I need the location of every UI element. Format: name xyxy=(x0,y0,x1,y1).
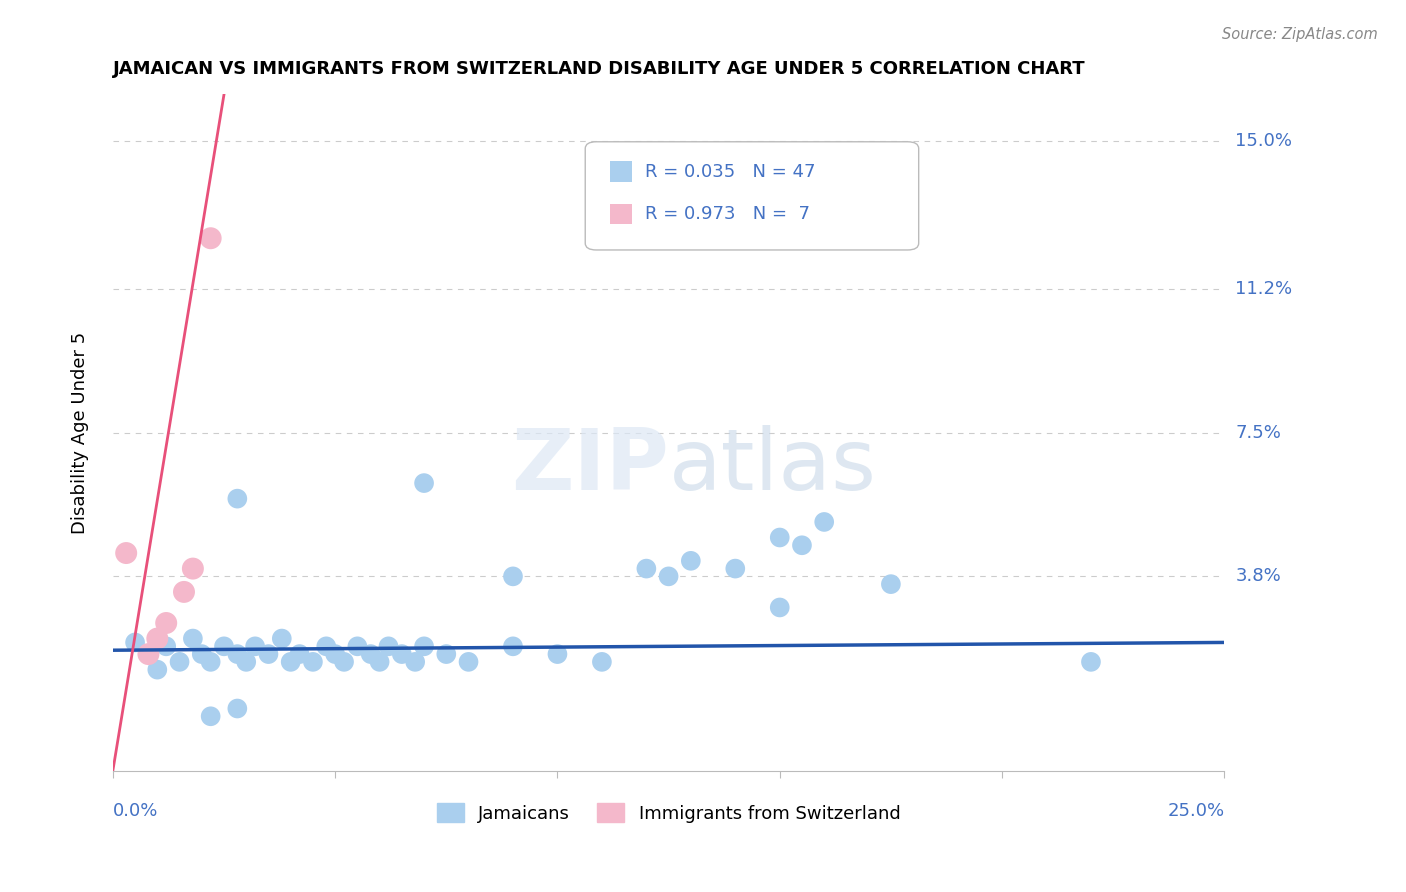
Text: 7.5%: 7.5% xyxy=(1236,424,1281,442)
Point xyxy=(457,655,479,669)
Point xyxy=(769,531,792,545)
Point xyxy=(155,615,177,630)
Point xyxy=(502,569,524,583)
Point xyxy=(280,655,302,669)
Bar xyxy=(610,161,631,182)
Point xyxy=(546,647,568,661)
Point xyxy=(502,640,524,654)
Text: R = 0.035   N = 47: R = 0.035 N = 47 xyxy=(645,162,815,180)
Text: 3.8%: 3.8% xyxy=(1236,567,1281,585)
Bar xyxy=(610,204,631,224)
Text: atlas: atlas xyxy=(669,425,876,508)
Point xyxy=(323,647,346,661)
Text: 25.0%: 25.0% xyxy=(1167,802,1225,820)
Point xyxy=(115,546,138,560)
Point xyxy=(124,635,146,649)
Point xyxy=(1080,655,1102,669)
Point xyxy=(404,655,426,669)
Text: 15.0%: 15.0% xyxy=(1236,132,1292,150)
Point xyxy=(169,655,191,669)
Point xyxy=(413,476,436,491)
Text: JAMAICAN VS IMMIGRANTS FROM SWITZERLAND DISABILITY AGE UNDER 5 CORRELATION CHART: JAMAICAN VS IMMIGRANTS FROM SWITZERLAND … xyxy=(112,60,1085,78)
Point xyxy=(181,561,204,575)
Point xyxy=(155,640,177,654)
Point xyxy=(257,647,280,661)
Point xyxy=(658,569,681,583)
Text: ZIP: ZIP xyxy=(510,425,669,508)
Text: R = 0.973   N =  7: R = 0.973 N = 7 xyxy=(645,205,810,223)
Point xyxy=(200,655,222,669)
Point xyxy=(191,647,214,661)
Point xyxy=(591,655,613,669)
Point xyxy=(226,701,249,715)
Point xyxy=(391,647,413,661)
Point xyxy=(138,647,160,661)
Point xyxy=(880,577,903,591)
Point xyxy=(288,647,311,661)
Point xyxy=(146,632,169,646)
Point xyxy=(270,632,292,646)
Point xyxy=(243,640,266,654)
Point xyxy=(360,647,382,661)
Point xyxy=(813,515,835,529)
Point xyxy=(724,561,747,575)
Point xyxy=(315,640,337,654)
Point xyxy=(138,647,160,661)
Point xyxy=(226,491,249,506)
FancyBboxPatch shape xyxy=(585,142,918,250)
Point xyxy=(434,647,457,661)
Y-axis label: Disability Age Under 5: Disability Age Under 5 xyxy=(72,332,89,533)
Point xyxy=(346,640,368,654)
Point xyxy=(200,709,222,723)
Point xyxy=(377,640,399,654)
Text: 11.2%: 11.2% xyxy=(1236,280,1292,298)
Point xyxy=(679,554,702,568)
Point xyxy=(368,655,391,669)
Point xyxy=(413,640,436,654)
Point xyxy=(226,647,249,661)
Point xyxy=(235,655,257,669)
Point xyxy=(181,632,204,646)
Legend: Jamaicans, Immigrants from Switzerland: Jamaicans, Immigrants from Switzerland xyxy=(437,803,900,822)
Point xyxy=(212,640,235,654)
Text: Source: ZipAtlas.com: Source: ZipAtlas.com xyxy=(1222,27,1378,42)
Point xyxy=(146,663,169,677)
Point xyxy=(769,600,792,615)
Point xyxy=(790,538,813,552)
Text: 0.0%: 0.0% xyxy=(112,802,159,820)
Point xyxy=(302,655,325,669)
Point xyxy=(636,561,658,575)
Point xyxy=(200,231,222,245)
Point xyxy=(333,655,356,669)
Point xyxy=(173,585,195,599)
